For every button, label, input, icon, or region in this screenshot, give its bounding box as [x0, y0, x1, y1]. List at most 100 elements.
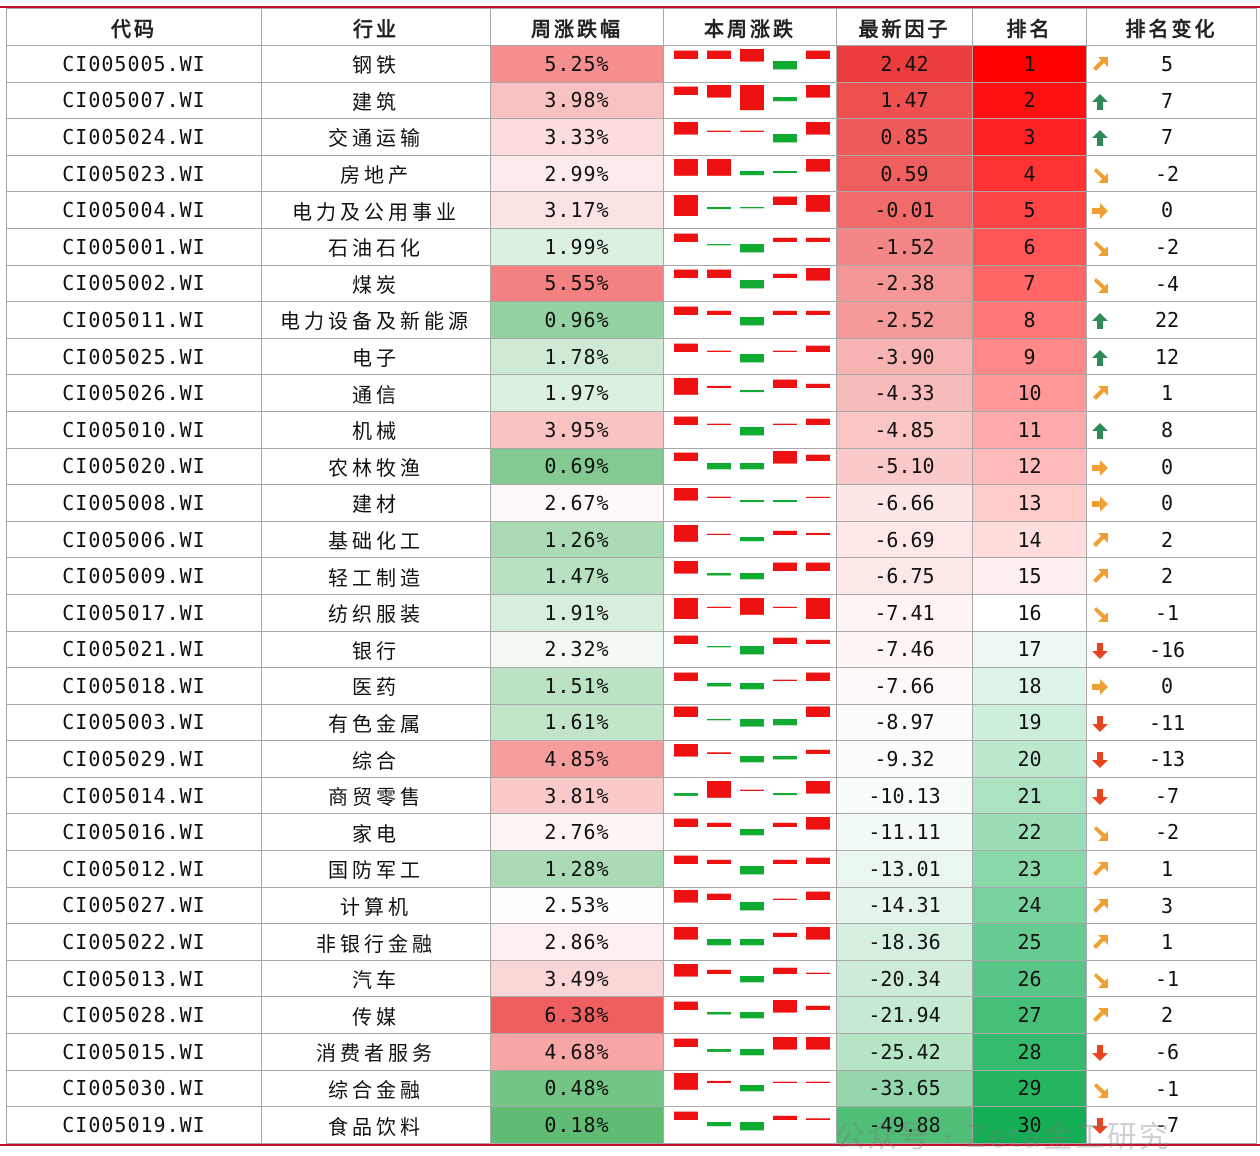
industry-cell: 交通运输 — [261, 118, 491, 156]
weekly-spark-svg — [674, 1111, 830, 1131]
rank-change-value: -1 — [1154, 600, 1180, 625]
table-row: CI005021.WI 银行 2.32% -7.46 17 -16 — [6, 630, 1257, 669]
spark-bar — [806, 892, 830, 901]
weekly-spark-svg — [674, 817, 830, 836]
arrow-down-icon — [1091, 787, 1109, 805]
code-cell: CI005010.WI — [6, 410, 262, 449]
rank-cell: 20 — [972, 740, 1087, 778]
arrow-up-icon — [1091, 128, 1109, 147]
spark-bar — [674, 818, 698, 828]
rank-cell: 13 — [972, 484, 1087, 522]
weekly-change-cell: 3.33% — [490, 118, 664, 156]
weekly-spark-svg — [674, 890, 830, 911]
weekly-change-cell: 3.81% — [490, 776, 664, 815]
rank-change-cell: -1 — [1086, 959, 1257, 998]
arrow-down-icon — [1091, 1043, 1109, 1062]
spark-bar — [740, 170, 764, 175]
latest-factor-cell: -18.36 — [836, 923, 973, 961]
spark-bar — [773, 451, 797, 464]
spark-bar — [740, 463, 764, 470]
latest-factor-cell: -25.42 — [836, 1033, 973, 1071]
table-row: CI005020.WI 农林牧渔 0.69% -5.10 12 0 — [6, 447, 1257, 486]
spark-bar — [806, 418, 830, 425]
weekly-spark-svg — [674, 306, 830, 326]
industry-cell: 计算机 — [261, 886, 491, 925]
spark-bar — [674, 792, 698, 796]
weekly-spark-cell — [663, 410, 837, 449]
table-row: CI005028.WI 传媒 6.38% -21.94 27 2 — [6, 996, 1257, 1035]
weekly-spark-svg — [674, 927, 830, 946]
spark-bar — [740, 499, 764, 503]
latest-factor-cell: 0.59 — [836, 154, 973, 193]
weekly-spark-svg — [674, 233, 830, 253]
arrow-right-icon — [1091, 494, 1109, 513]
spark-bar — [773, 637, 797, 645]
code-cell: CI005016.WI — [6, 813, 262, 852]
weekly-change-cell: 4.85% — [490, 740, 664, 778]
rank-cell: 7 — [972, 264, 1087, 303]
rank-cell: 6 — [972, 227, 1087, 266]
rank-change-cell: 22 — [1086, 301, 1257, 339]
rank-change-cell: 8 — [1086, 410, 1257, 449]
spark-bar — [773, 756, 797, 760]
spark-bar — [707, 646, 731, 648]
spark-bar — [707, 1012, 731, 1015]
weekly-change-cell: 3.49% — [490, 959, 664, 998]
spark-bar — [707, 130, 731, 132]
weekly-change-cell: 2.67% — [490, 484, 664, 522]
weekly-change-cell: 1.51% — [490, 667, 664, 705]
weekly-spark-cell — [663, 118, 837, 156]
spark-bar — [806, 1036, 830, 1050]
rank-change-cell: 0 — [1086, 191, 1257, 229]
rank-change-value: 1 — [1160, 857, 1174, 882]
spark-bar — [806, 496, 830, 498]
spark-bar — [740, 1012, 764, 1019]
rank-change-value: 8 — [1160, 417, 1174, 442]
spark-bar — [773, 823, 797, 828]
arrow-down-right-icon — [1091, 238, 1109, 256]
latest-factor-cell: -8.97 — [836, 703, 973, 742]
spark-bar — [674, 343, 698, 352]
weekly-spark-cell — [663, 227, 837, 266]
weekly-spark-cell — [663, 667, 837, 705]
weekly-change-cell: 1.26% — [490, 520, 664, 559]
table-row: CI005012.WI 国防军工 1.28% -13.01 23 1 — [6, 850, 1257, 888]
rank-cell: 29 — [972, 1069, 1087, 1108]
spark-bar — [674, 158, 698, 176]
weekly-change-cell: 1.91% — [490, 593, 664, 632]
weekly-spark-cell — [663, 1033, 837, 1071]
arrow-right-icon — [1091, 458, 1109, 476]
rank-cell: 26 — [972, 959, 1087, 998]
rank-cell: 8 — [972, 301, 1087, 339]
rank-change-value: -11 — [1148, 710, 1186, 735]
spark-bar — [707, 269, 731, 279]
spark-bar — [806, 1082, 830, 1084]
spark-bar — [773, 967, 797, 974]
latest-factor-cell: -2.52 — [836, 301, 973, 339]
industry-cell: 纺织服装 — [261, 593, 491, 632]
rank-change-value: 2 — [1160, 1003, 1174, 1028]
weekly-spark-cell — [663, 996, 837, 1035]
table-row: CI005030.WI 综合金融 0.48% -33.65 29 -1 — [6, 1069, 1257, 1108]
latest-factor-cell: -14.31 — [836, 886, 973, 925]
table-row: CI005027.WI 计算机 2.53% -14.31 24 3 — [6, 886, 1257, 925]
table-row: CI005005.WI 钢铁 5.25% 2.42 1 5 — [6, 45, 1257, 83]
spark-bar — [806, 237, 830, 242]
arrow-down-icon — [1091, 750, 1109, 769]
code-cell: CI005013.WI — [6, 959, 262, 998]
spark-bar — [674, 1001, 698, 1011]
spark-bar — [707, 1081, 731, 1084]
header-row: 代码 行业 周涨跌幅 本周涨跌 最新因子 排名 排名变化 — [6, 8, 1257, 46]
industry-cell: 消费者服务 — [261, 1033, 491, 1071]
spark-bar — [806, 672, 830, 681]
spark-bar — [806, 562, 830, 572]
table-row: CI005024.WI 交通运输 3.33% 0.85 3 7 — [6, 118, 1257, 156]
spark-bar — [773, 423, 797, 425]
spark-bar — [674, 597, 698, 619]
rank-cell: 4 — [972, 154, 1087, 193]
weekly-spark-cell — [663, 850, 837, 888]
table-row: CI005003.WI 有色金属 1.61% -8.97 19 -11 — [6, 703, 1257, 742]
rank-change-value: -4 — [1154, 271, 1180, 296]
rank-change-value: -1 — [1154, 1076, 1180, 1101]
spark-bar — [707, 682, 731, 687]
